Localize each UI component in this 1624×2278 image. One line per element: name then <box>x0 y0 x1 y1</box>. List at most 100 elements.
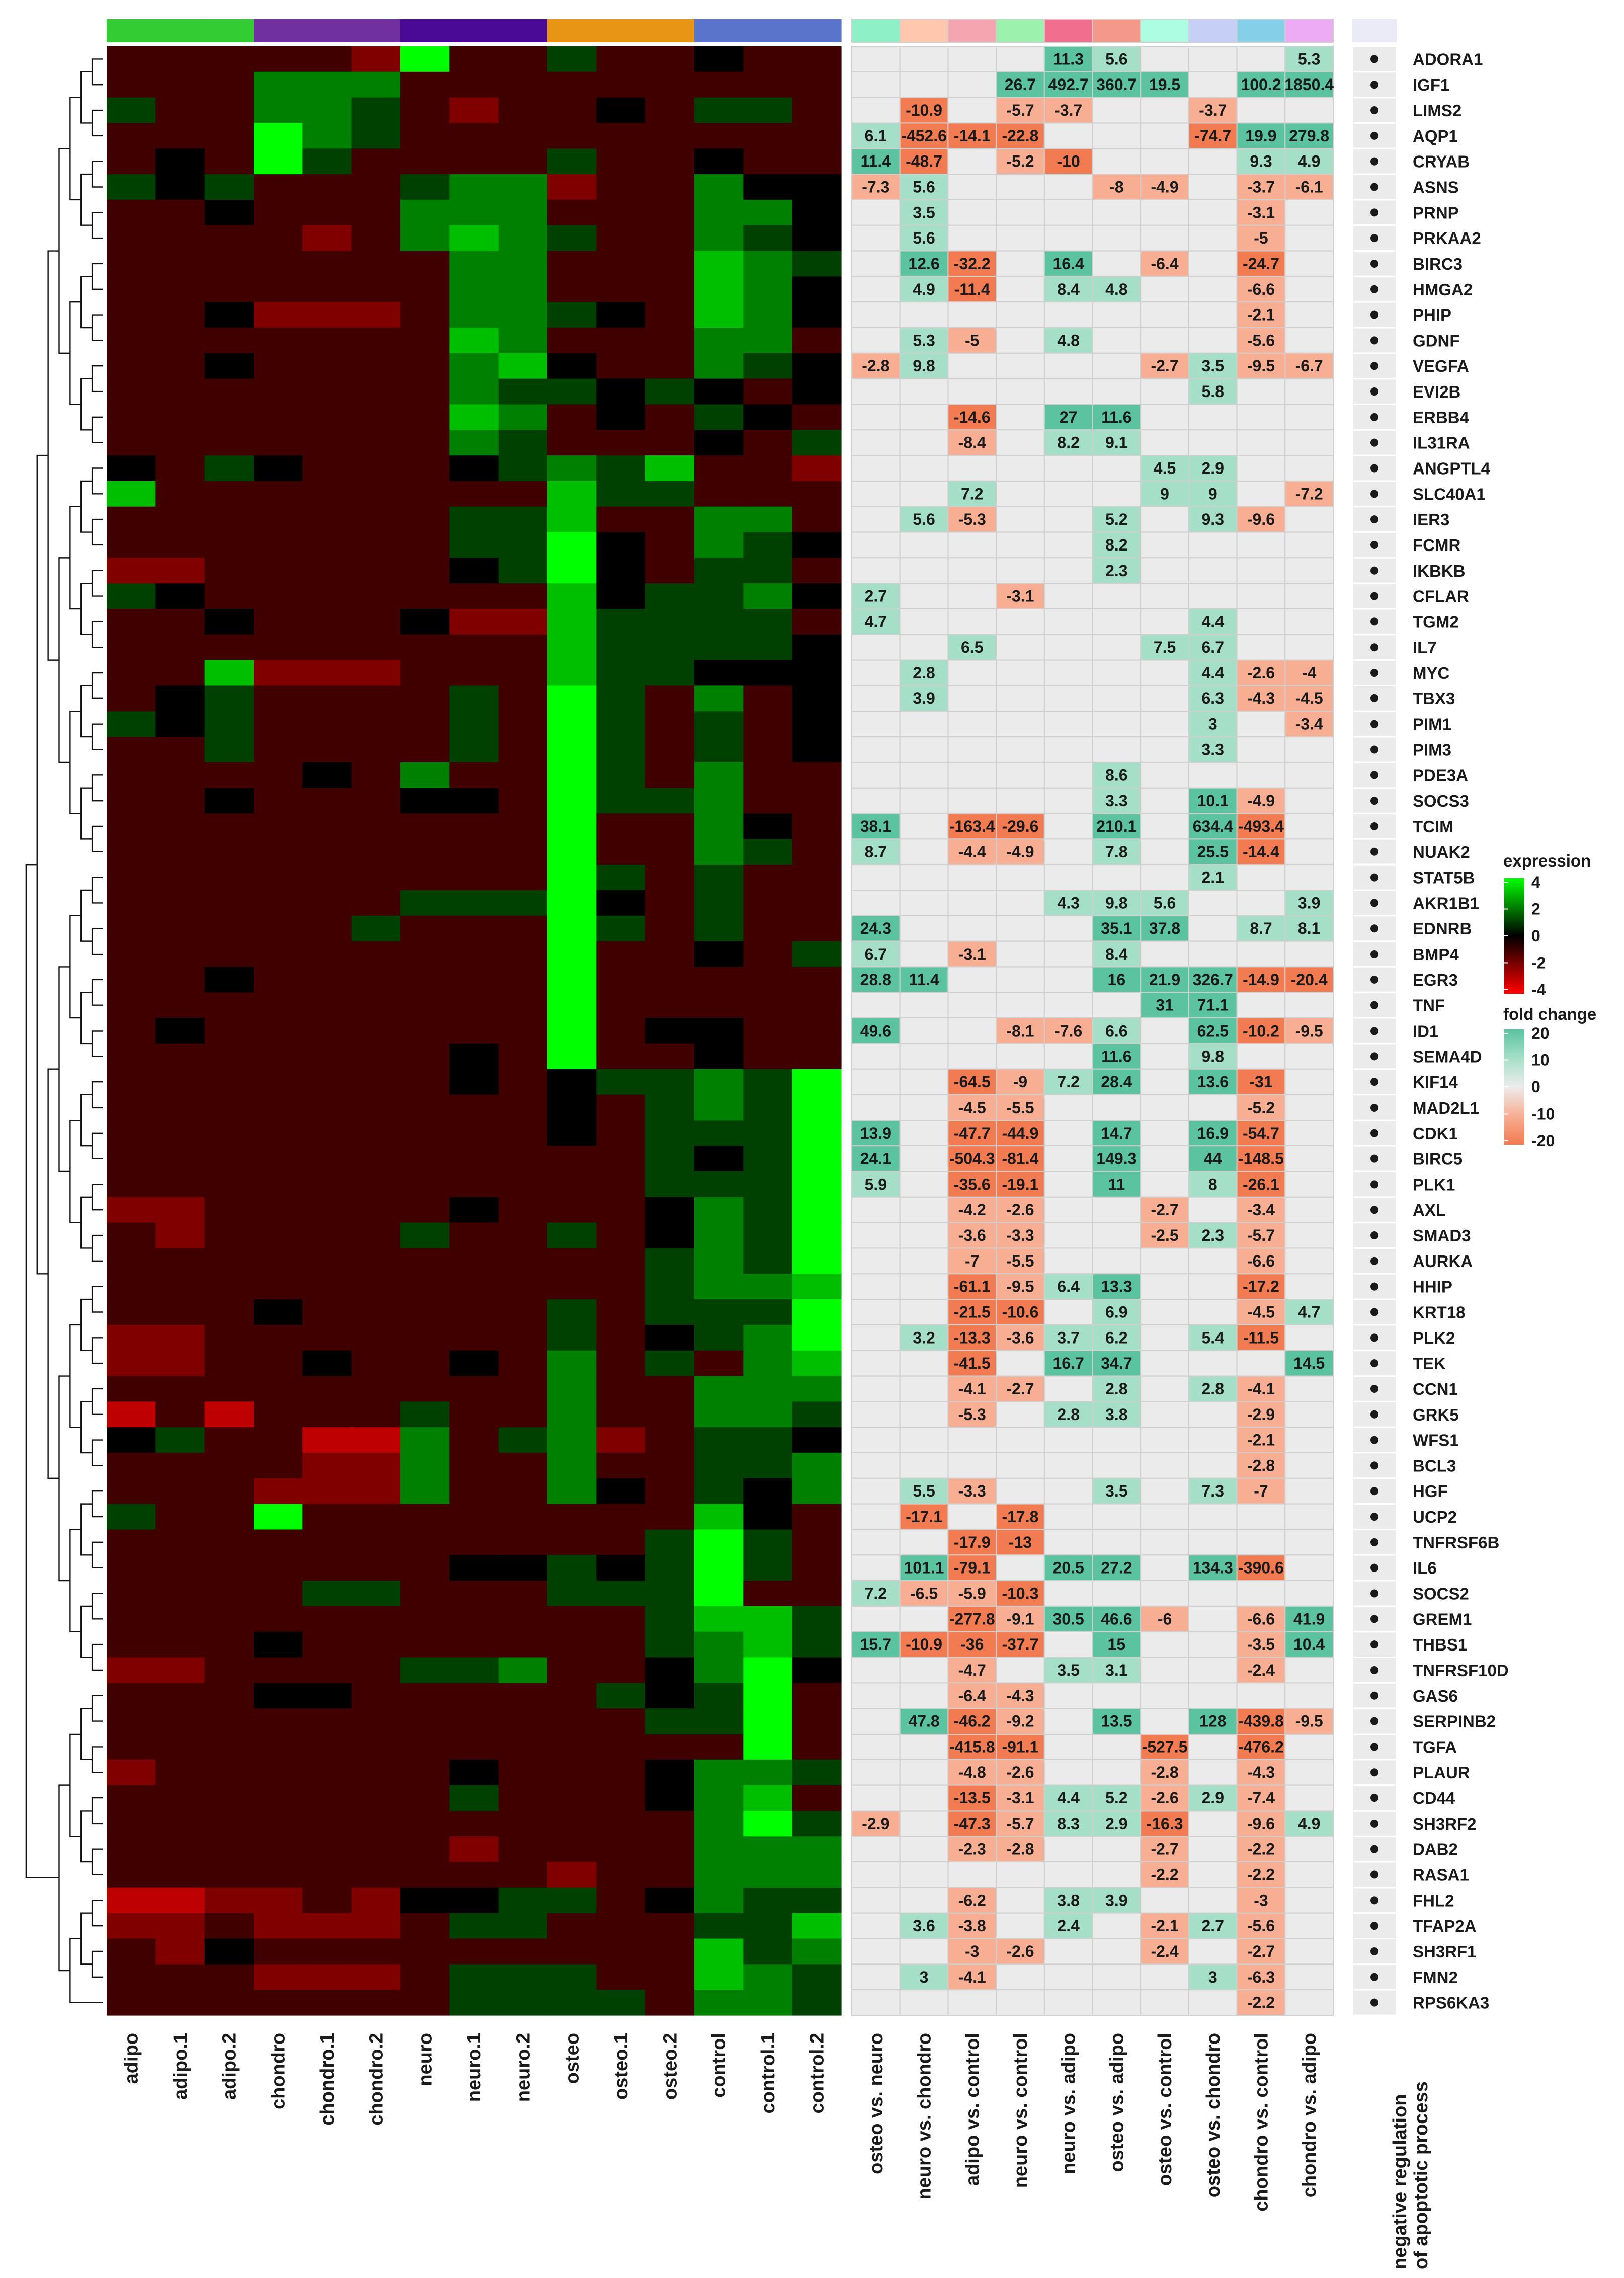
heatmap-cell <box>155 1862 205 1888</box>
heatmap-cell <box>596 1785 646 1812</box>
heatmap-cell <box>694 967 744 993</box>
heatmap-cell <box>254 328 303 354</box>
heatmap-cell <box>694 1990 744 2016</box>
heatmap-cell <box>645 430 695 456</box>
heatmap-cell <box>351 1222 401 1249</box>
heatmap-cell <box>155 865 205 891</box>
heatmap-cell <box>743 1427 793 1453</box>
gene-label: CCN1 <box>1413 1380 1458 1398</box>
fc-cell <box>1092 122 1142 149</box>
heatmap-cell <box>498 1913 548 1939</box>
fc-cell <box>1188 46 1238 72</box>
heatmap-cell <box>107 1708 156 1735</box>
fc-value: -46.2 <box>954 1712 991 1731</box>
fold-change-tick-label: -20 <box>1531 1132 1555 1150</box>
heatmap-cell <box>547 992 597 1018</box>
heatmap-cell <box>449 1324 499 1351</box>
fc-value: 15.7 <box>860 1635 891 1654</box>
gene-label: WFS1 <box>1413 1431 1459 1450</box>
heatmap-cell <box>645 46 695 72</box>
fc-cell <box>1043 1094 1093 1121</box>
annotation-dot <box>1370 1973 1378 1981</box>
heatmap-cell <box>596 1631 646 1658</box>
heatmap-cell <box>254 123 303 149</box>
heatmap-cell <box>694 1222 744 1249</box>
fc-cell <box>1284 1734 1334 1760</box>
fc-cell <box>899 404 949 431</box>
heatmap-cell <box>449 225 499 252</box>
sample-label: chondro <box>268 2033 289 2109</box>
fc-cell <box>1236 1529 1286 1556</box>
sample-label: osteo <box>562 2033 583 2084</box>
fc-cell <box>1188 199 1238 226</box>
heatmap-cell <box>107 1018 156 1044</box>
heatmap-cell <box>107 1887 156 1914</box>
heatmap-cell <box>792 455 842 482</box>
fc-header-9 <box>1284 19 1334 43</box>
heatmap-cell <box>645 328 695 354</box>
heatmap-cell <box>107 1094 156 1121</box>
heatmap-cell <box>547 1478 597 1505</box>
heatmap-cell <box>792 1657 842 1683</box>
sample-label: neuro <box>415 2033 436 2086</box>
fc-cell <box>899 1963 949 1991</box>
fc-value: -64.5 <box>954 1073 991 1091</box>
annotation-dot <box>1370 1256 1378 1265</box>
fc-value: -2.6 <box>1151 1789 1178 1807</box>
heatmap-cell <box>547 1504 597 1530</box>
fc-cell <box>851 1963 901 1991</box>
heatmap-cell <box>254 992 303 1018</box>
fc-cell <box>1140 122 1189 149</box>
heatmap-cell <box>351 251 401 277</box>
heatmap-cell <box>155 148 205 175</box>
heatmap-cell <box>547 737 597 763</box>
fc-value: -4 <box>1302 664 1317 682</box>
heatmap-cell <box>155 967 205 993</box>
heatmap-cell <box>449 609 499 635</box>
fc-value: 13.3 <box>1101 1278 1132 1296</box>
fc-cell <box>851 761 901 789</box>
heatmap-cell <box>547 1555 597 1581</box>
fc-cell <box>899 711 949 738</box>
fc-value: -5.3 <box>958 510 986 528</box>
expression-legend-title: expression <box>1503 851 1591 870</box>
heatmap-cell <box>596 148 646 175</box>
heatmap-cell <box>400 1018 450 1044</box>
heatmap-cell <box>449 1606 499 1632</box>
heatmap-cell <box>302 1734 352 1760</box>
annotation-dot <box>1370 1027 1378 1035</box>
heatmap-cell <box>254 1222 303 1249</box>
fc-value: -4.5 <box>1295 689 1323 708</box>
fc-cell <box>1043 787 1093 814</box>
fc-cell <box>1140 1989 1189 2016</box>
heatmap-cell <box>302 992 352 1018</box>
heatmap-cell <box>694 455 744 482</box>
fc-cell <box>1236 1912 1286 1939</box>
heatmap-cell <box>107 148 156 175</box>
fc-header-8 <box>1236 19 1286 43</box>
heatmap-cell <box>204 1606 254 1632</box>
dendrogram-branch <box>69 1120 82 1223</box>
heatmap-cell <box>498 353 548 379</box>
fc-value: -35.6 <box>954 1175 991 1193</box>
heatmap-cell <box>155 302 205 328</box>
fc-value: -5.6 <box>1247 1917 1275 1935</box>
fc-value: 3.5 <box>913 203 935 221</box>
heatmap-cell <box>645 634 695 661</box>
fc-cell <box>1236 301 1286 329</box>
fc-cell <box>1043 97 1093 124</box>
dendrogram-branch <box>91 979 103 1006</box>
heatmap-cell <box>155 1657 205 1683</box>
fc-value: 3 <box>920 1968 929 1986</box>
fc-value: -4.3 <box>1247 1763 1275 1781</box>
heatmap-cell <box>596 430 646 456</box>
fc-value: 3.5 <box>1105 1482 1127 1500</box>
fc-cell <box>1140 1350 1189 1377</box>
fc-cell <box>899 1836 949 1863</box>
heatmap-cell <box>107 1683 156 1709</box>
heatmap-cell <box>155 1836 205 1862</box>
heatmap-cell <box>400 967 450 993</box>
fc-value: -54.7 <box>1243 1124 1279 1142</box>
heatmap-cell <box>254 1734 303 1760</box>
fc-cell <box>947 1299 997 1325</box>
